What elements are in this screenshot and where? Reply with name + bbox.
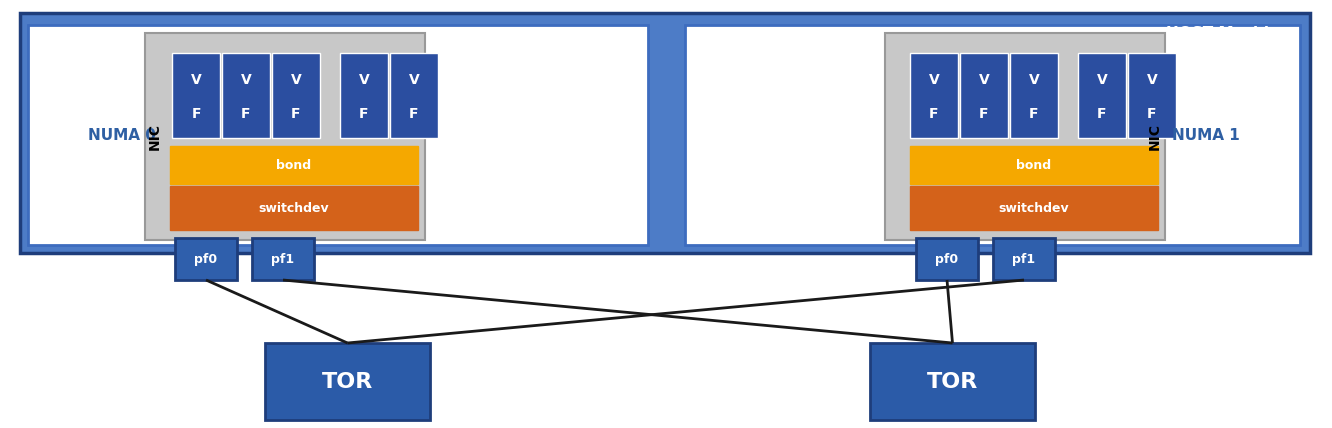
Text: V: V xyxy=(409,73,420,87)
Text: F: F xyxy=(409,107,418,121)
Bar xyxy=(916,238,978,280)
Text: pf0: pf0 xyxy=(935,253,959,265)
Text: switchdev: switchdev xyxy=(999,202,1070,214)
Text: TOR: TOR xyxy=(322,372,373,392)
Text: V: V xyxy=(1028,73,1039,87)
Text: V: V xyxy=(190,73,201,87)
Bar xyxy=(252,238,314,280)
Bar xyxy=(174,238,237,280)
Text: V: V xyxy=(290,73,301,87)
Text: NIC: NIC xyxy=(1148,124,1162,151)
Text: V: V xyxy=(358,73,369,87)
Text: F: F xyxy=(241,107,250,121)
Text: V: V xyxy=(979,73,990,87)
Bar xyxy=(340,53,388,138)
Bar xyxy=(910,53,958,138)
Text: V: V xyxy=(1096,73,1107,87)
Bar xyxy=(1078,53,1126,138)
Text: TOR: TOR xyxy=(927,372,978,392)
Text: V: V xyxy=(928,73,939,87)
Bar xyxy=(870,343,1035,420)
Text: F: F xyxy=(930,107,939,121)
Bar xyxy=(222,53,270,138)
Text: pf0: pf0 xyxy=(194,253,217,265)
Text: pf1: pf1 xyxy=(272,253,294,265)
Bar xyxy=(265,343,430,420)
Text: NIC: NIC xyxy=(148,124,163,151)
Text: bond: bond xyxy=(277,158,312,172)
Text: F: F xyxy=(1147,107,1156,121)
Bar xyxy=(910,146,1158,184)
Bar xyxy=(1128,53,1176,138)
Text: F: F xyxy=(1030,107,1039,121)
Text: HOST Machine: HOST Machine xyxy=(1166,26,1289,41)
Text: pf1: pf1 xyxy=(1012,253,1035,265)
Text: F: F xyxy=(292,107,301,121)
Bar xyxy=(910,186,1158,230)
Text: NUMA 1: NUMA 1 xyxy=(1172,128,1240,143)
Bar xyxy=(390,53,438,138)
Bar xyxy=(172,53,220,138)
Bar xyxy=(685,25,1300,245)
Bar xyxy=(992,238,1055,280)
Bar xyxy=(20,13,1309,253)
Bar xyxy=(884,33,1166,240)
Bar xyxy=(1010,53,1058,138)
Text: F: F xyxy=(979,107,988,121)
Bar xyxy=(170,186,418,230)
Text: switchdev: switchdev xyxy=(258,202,329,214)
Text: bond: bond xyxy=(1016,158,1051,172)
Text: F: F xyxy=(360,107,369,121)
Text: F: F xyxy=(192,107,201,121)
Bar xyxy=(145,33,425,240)
Bar xyxy=(170,146,418,184)
Text: NUMA 0: NUMA 0 xyxy=(88,128,156,143)
Text: V: V xyxy=(241,73,252,87)
Bar xyxy=(960,53,1008,138)
Bar xyxy=(272,53,320,138)
Bar xyxy=(28,25,647,245)
Text: F: F xyxy=(1098,107,1107,121)
Text: V: V xyxy=(1147,73,1158,87)
